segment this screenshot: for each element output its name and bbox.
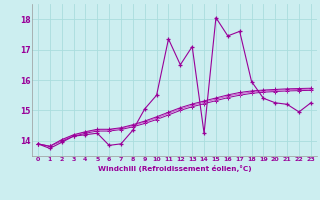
X-axis label: Windchill (Refroidissement éolien,°C): Windchill (Refroidissement éolien,°C) [98, 165, 251, 172]
